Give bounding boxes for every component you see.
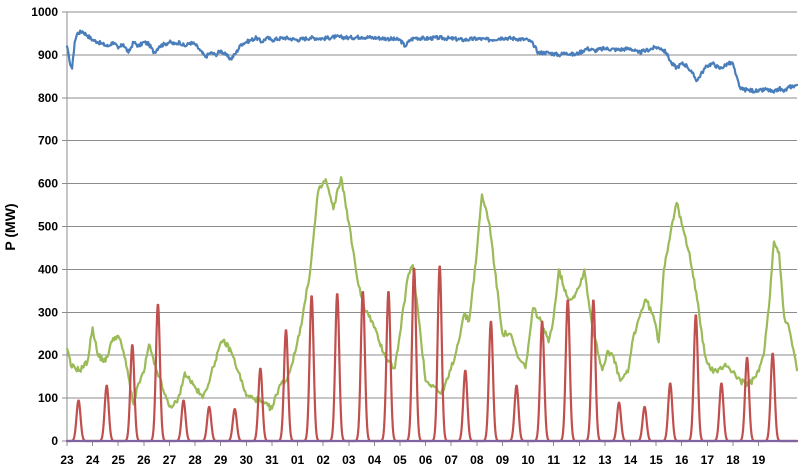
y-tick-label-4: 400	[38, 262, 58, 276]
x-tick-label-23: 15	[649, 453, 663, 467]
x-tick-label-4: 27	[163, 453, 177, 467]
axes	[62, 11, 797, 446]
x-tick-label-15: 07	[445, 453, 459, 467]
x-tick-label-7: 30	[240, 453, 254, 467]
series-line-1	[65, 176, 799, 412]
series-lines	[65, 29, 799, 443]
x-tick-label-2: 25	[112, 453, 126, 467]
y-tick-label-10: 1000	[31, 5, 58, 19]
x-tick-label-0: 23	[60, 453, 74, 467]
x-tick-label-14: 06	[419, 453, 433, 467]
x-tick-label-19: 11	[547, 453, 560, 467]
x-tick-label-9: 01	[291, 453, 305, 467]
x-tick-label-12: 04	[368, 453, 382, 467]
x-tick-label-18: 10	[521, 453, 535, 467]
x-tick-label-10: 02	[316, 453, 330, 467]
y-tick-label-6: 600	[38, 177, 58, 191]
x-tick-label-13: 05	[393, 453, 407, 467]
x-tick-labels: 23 24 25 26 27 28 29 30 31 01 02 03 04 05 06 07 08 09 10 11…	[60, 453, 765, 467]
series-line-0	[65, 29, 799, 94]
x-tick-label-5: 28	[188, 453, 202, 467]
y-tick-label-2: 200	[38, 348, 58, 362]
y-tick-label-1: 100	[38, 391, 58, 405]
x-tick-label-25: 17	[701, 453, 715, 467]
y-tick-label-7: 700	[38, 134, 58, 148]
x-tick-label-17: 09	[496, 453, 510, 467]
x-tick-label-3: 26	[137, 453, 151, 467]
y-tick-label-0: 0	[51, 434, 58, 448]
x-tick-label-26: 18	[726, 453, 740, 467]
x-tick-label-21: 13	[598, 453, 612, 467]
x-tick-label-11: 03	[342, 453, 356, 467]
x-tick-label-22: 14	[624, 453, 638, 467]
series-line-2	[65, 265, 799, 443]
x-tick-label-24: 16	[675, 453, 689, 467]
gridlines	[67, 11, 797, 399]
y-tick-label-9: 900	[38, 48, 58, 62]
y-axis-title: P (MW)	[2, 203, 18, 250]
x-tick-label-16: 08	[470, 453, 484, 467]
y-tick-label-3: 300	[38, 305, 58, 319]
y-tick-label-5: 500	[38, 220, 58, 234]
x-tick-label-8: 31	[265, 453, 279, 467]
x-tick-label-20: 12	[573, 453, 587, 467]
x-tick-label-27: 19	[752, 453, 766, 467]
x-tick-label-1: 24	[86, 453, 100, 467]
y-tick-label-8: 800	[38, 91, 58, 105]
x-tick-label-6: 29	[214, 453, 228, 467]
y-tick-labels: 0 100 200 300 400 500 600 700 800 900 1000	[31, 5, 58, 448]
